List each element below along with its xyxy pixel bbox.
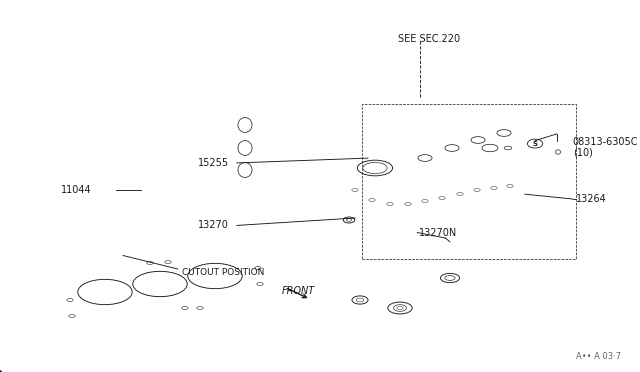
- Text: 13270: 13270: [198, 221, 229, 230]
- Text: 15255: 15255: [198, 158, 229, 168]
- Text: 08313-6305C: 08313-6305C: [573, 137, 638, 147]
- Text: 13270N: 13270N: [419, 228, 458, 237]
- Text: 11044: 11044: [61, 185, 92, 195]
- Text: A•• A 03·7: A•• A 03·7: [575, 352, 621, 361]
- Bar: [362, 104, 576, 259]
- Text: SEE SEC.220: SEE SEC.220: [398, 34, 460, 44]
- Text: 13264: 13264: [576, 194, 607, 204]
- Text: CUTOUT POSITION: CUTOUT POSITION: [182, 268, 265, 277]
- Text: FRONT: FRONT: [282, 286, 315, 296]
- Text: (10): (10): [573, 148, 593, 157]
- Text: S: S: [532, 141, 538, 147]
